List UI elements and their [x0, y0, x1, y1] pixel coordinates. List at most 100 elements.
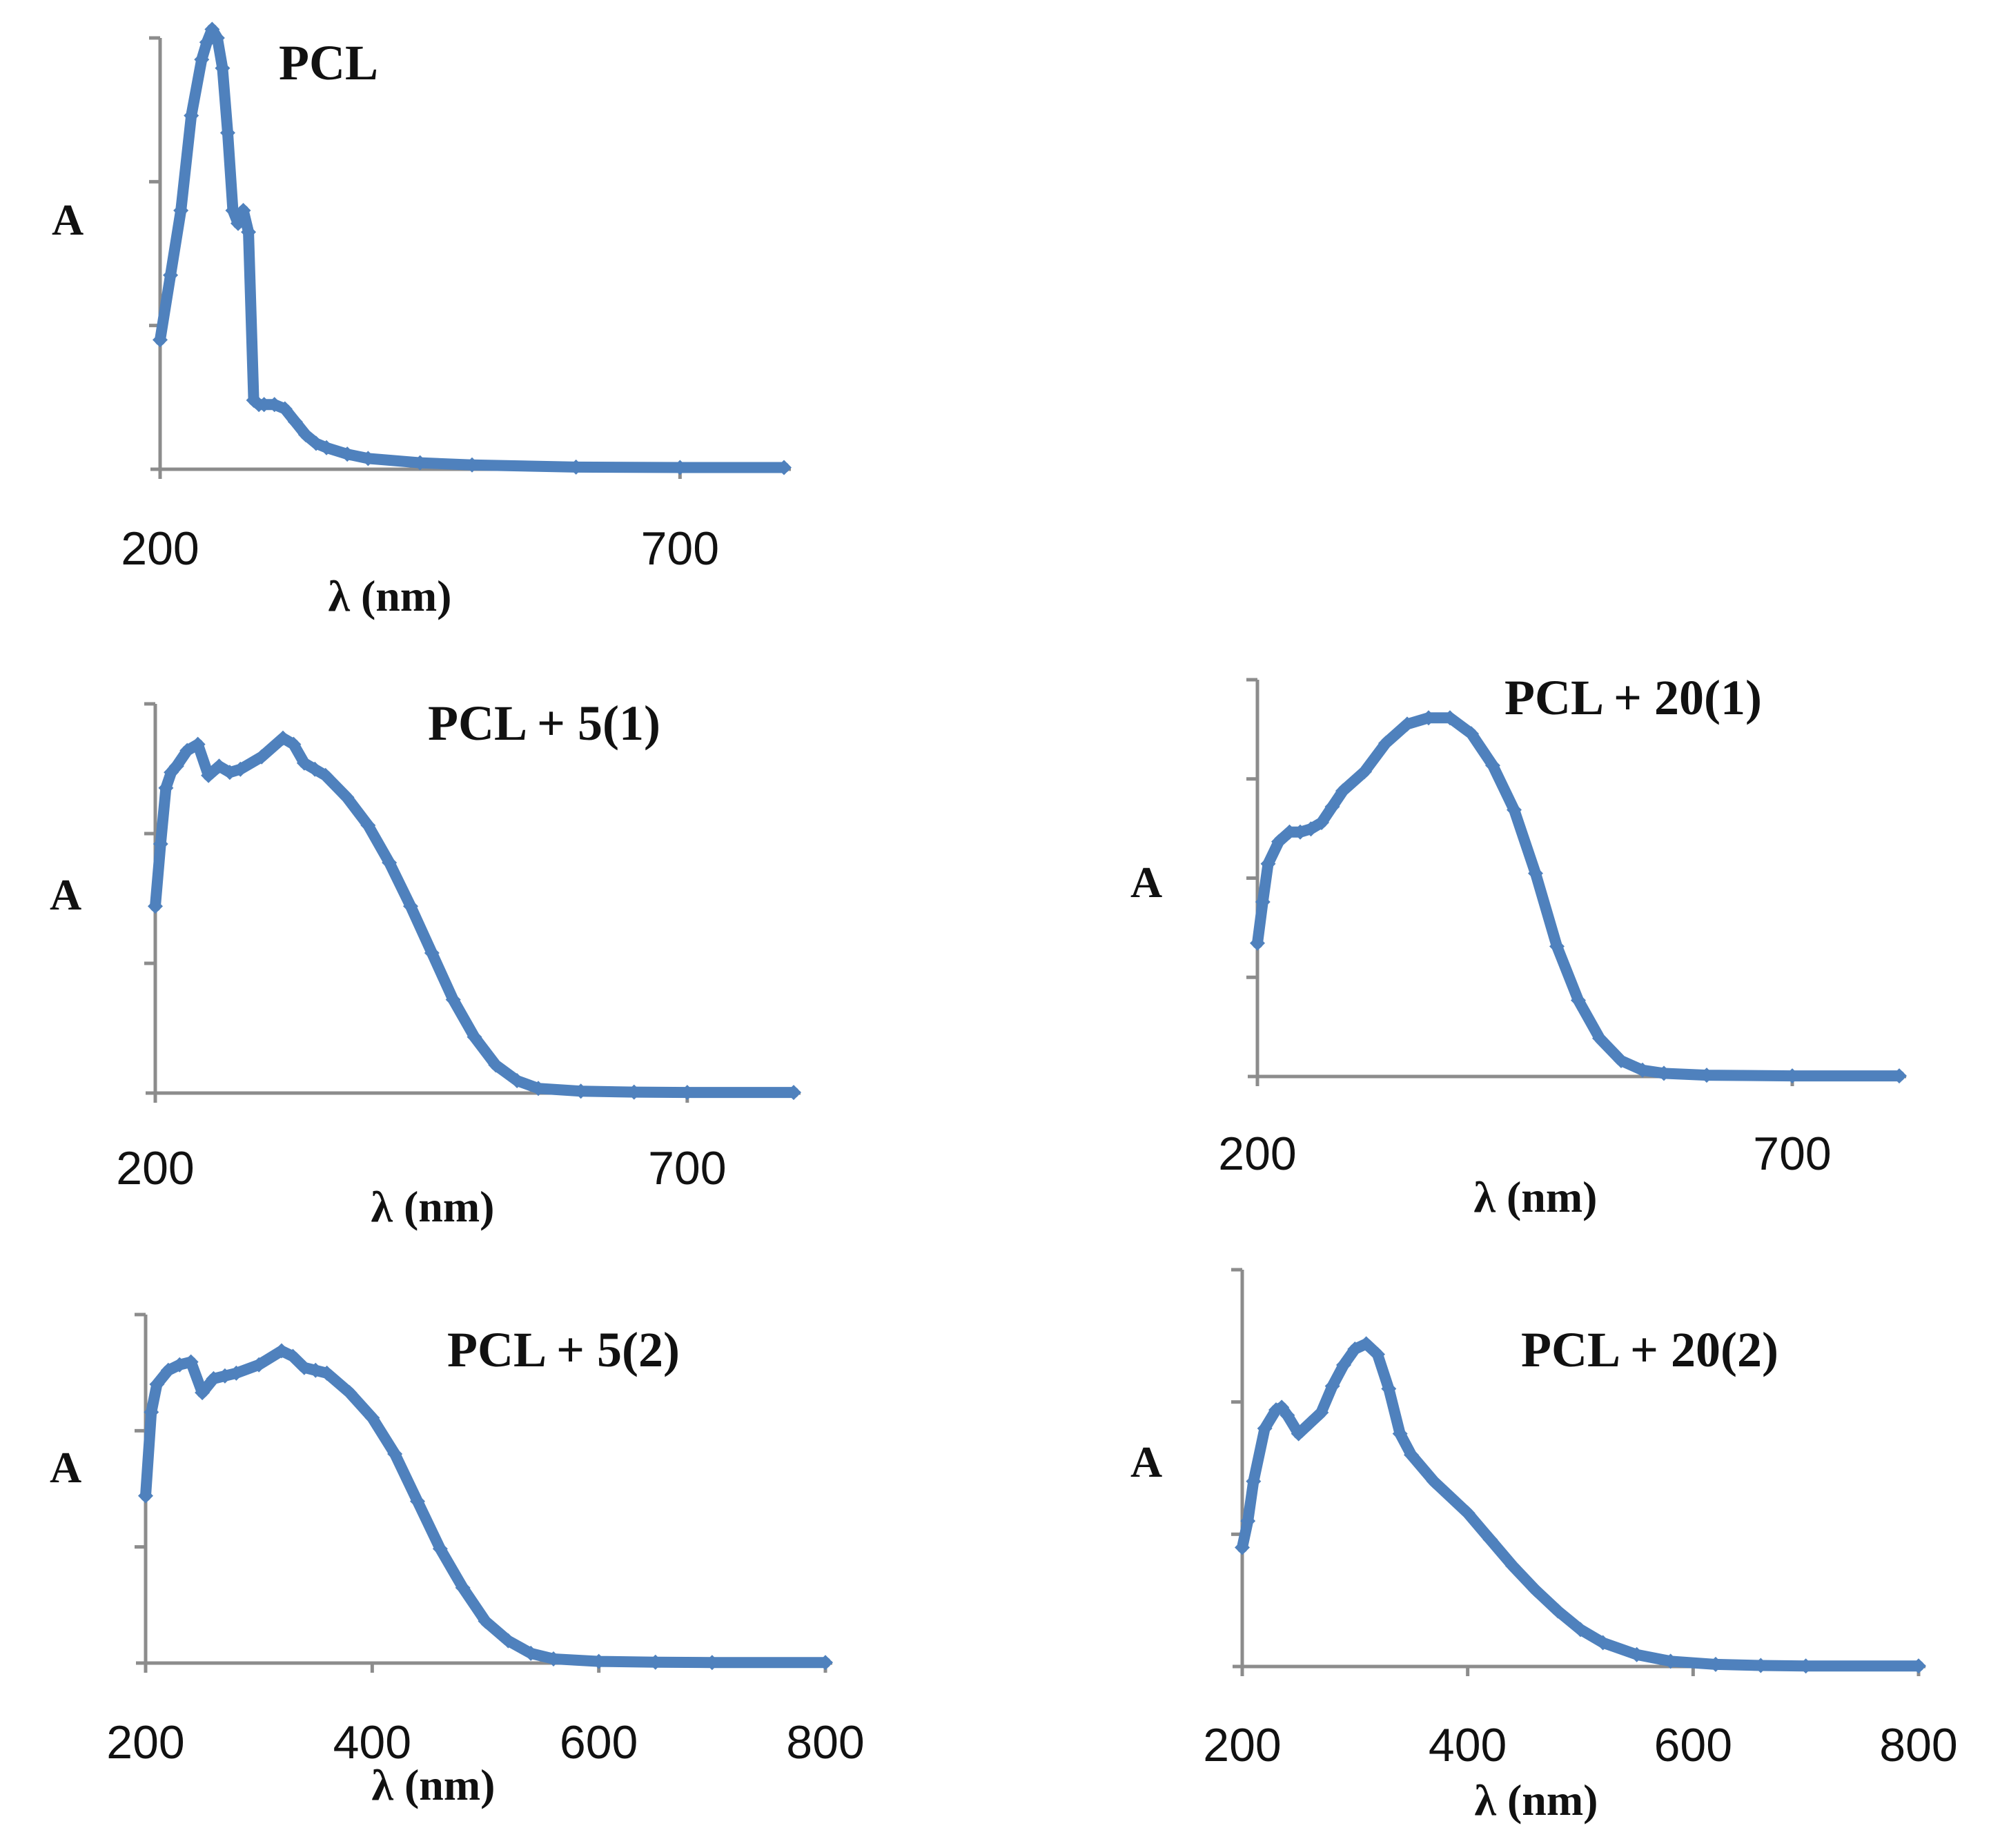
data-point: [158, 780, 174, 796]
data-point: [1257, 1421, 1273, 1436]
data-point: [1246, 1473, 1262, 1489]
data-point: [626, 1084, 642, 1100]
data-point: [1892, 1068, 1907, 1084]
data-point: [195, 1385, 210, 1401]
data-point: [1302, 1415, 1317, 1431]
data-point: [183, 1354, 199, 1370]
x-tick-label: 700: [641, 522, 719, 575]
chart-panel-pcl: PCL A λ (nm) 200 700: [52, 21, 792, 620]
x-tick-label: 200: [121, 522, 199, 575]
data-point: [647, 1654, 663, 1670]
data-point: [1550, 1603, 1566, 1619]
x-tick-label: 400: [333, 1716, 411, 1769]
x-tick-label: 600: [1654, 1719, 1732, 1771]
data-point: [1549, 938, 1565, 954]
data-point: [424, 945, 440, 961]
x-axis-label: λ (nm): [1474, 1172, 1598, 1221]
data-point: [172, 1357, 188, 1373]
data-point: [1592, 1030, 1607, 1046]
data-point: [1528, 865, 1543, 881]
x-axis-label: λ (nm): [372, 1760, 496, 1809]
data-point: [455, 1580, 471, 1595]
data-point: [287, 414, 303, 430]
x-axis-label: λ (nm): [371, 1182, 495, 1231]
data-point: [319, 1365, 335, 1381]
data-point: [531, 1081, 546, 1097]
data-point: [1421, 710, 1436, 726]
data-point: [360, 817, 376, 833]
data-point: [1291, 1426, 1306, 1442]
chart-panel-pcl-5-1: PCL + 5(1) A λ (nm) 200 700: [50, 696, 801, 1231]
data-point: [1505, 1558, 1520, 1574]
x-tick-label: 200: [106, 1716, 184, 1769]
data-point: [286, 736, 302, 752]
data-point: [1708, 1656, 1723, 1672]
data-point: [149, 1377, 165, 1392]
data-point: [478, 1613, 493, 1629]
data-point: [219, 125, 235, 141]
data-point: [206, 1370, 222, 1386]
data-point: [1485, 758, 1500, 774]
x-tick-label: 200: [1218, 1128, 1296, 1180]
data-point: [1357, 764, 1372, 780]
data-point: [546, 1651, 561, 1667]
data-point: [1324, 1378, 1340, 1394]
data-point: [1347, 1341, 1363, 1357]
data-point: [225, 203, 241, 218]
data-point: [277, 401, 293, 417]
data-point: [1663, 1653, 1678, 1669]
data-point: [1240, 1513, 1256, 1529]
x-tick-label: 700: [648, 1142, 726, 1195]
data-point: [296, 1359, 312, 1375]
data-point: [190, 736, 206, 752]
data-point: [360, 451, 376, 466]
data-point: [1460, 1505, 1476, 1521]
data-point: [1404, 1447, 1419, 1463]
data-point: [412, 455, 428, 471]
data-point: [201, 767, 217, 783]
data-point: [1280, 1407, 1295, 1423]
data-point: [1785, 1068, 1800, 1084]
data-point: [387, 1446, 403, 1462]
data-point: [1442, 710, 1458, 726]
y-axis-label: A: [52, 195, 84, 244]
data-point: [184, 108, 199, 124]
data-point: [194, 52, 210, 68]
data-point: [1335, 783, 1351, 798]
y-axis-label: A: [50, 1443, 81, 1492]
data-point: [1595, 1635, 1611, 1651]
data-point: [254, 749, 270, 765]
data-point: [1235, 1540, 1250, 1555]
data-point: [296, 755, 312, 771]
data-point: [179, 743, 195, 758]
data-point: [1753, 1658, 1769, 1673]
data-point: [251, 1357, 267, 1373]
data-point: [339, 789, 355, 805]
data-point: [1324, 799, 1340, 814]
data-point: [672, 460, 688, 475]
data-point: [776, 460, 792, 475]
x-tick-label: 800: [1879, 1719, 1957, 1771]
data-point: [256, 397, 272, 413]
data-point: [307, 761, 323, 777]
data-point: [500, 1633, 516, 1649]
data-point: [1381, 1381, 1397, 1397]
y-axis-label: A: [50, 870, 81, 919]
chart-title: PCL + 20(2): [1521, 1322, 1778, 1377]
data-point: [297, 427, 313, 442]
data-point: [591, 1653, 607, 1669]
data-point: [1303, 821, 1319, 837]
data-point: [432, 1541, 448, 1557]
data-point: [1426, 1473, 1442, 1489]
data-point: [1464, 726, 1479, 742]
data-point: [241, 224, 257, 240]
data-point: [382, 855, 398, 871]
data-point: [340, 446, 355, 462]
data-point: [1336, 1357, 1351, 1373]
data-point: [467, 1029, 482, 1045]
data-point: [410, 1493, 425, 1509]
data-point: [704, 1655, 720, 1671]
data-point: [1911, 1658, 1926, 1674]
data-point: [148, 898, 163, 914]
